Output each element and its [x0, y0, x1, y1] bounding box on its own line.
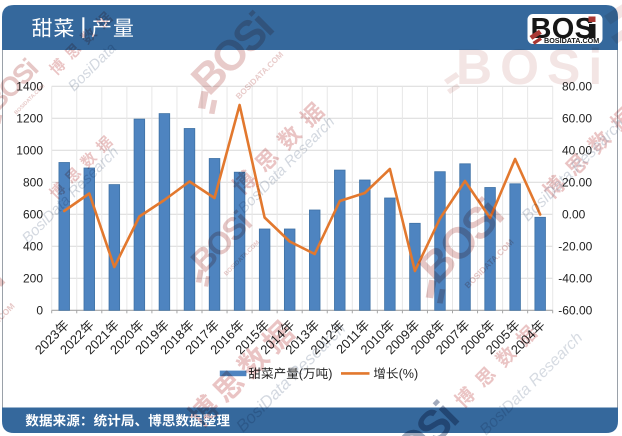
- svg-text:(%): (%): [399, 367, 419, 381]
- svg-text:BOSIDATA.COM: BOSIDATA.COM: [544, 36, 599, 45]
- svg-text:0: 0: [36, 304, 43, 318]
- svg-text:-60.00: -60.00: [558, 304, 592, 318]
- svg-text:): ): [328, 367, 332, 381]
- svg-text:1400: 1400: [16, 80, 43, 94]
- svg-text:1200: 1200: [16, 112, 43, 126]
- svg-text:40.00: 40.00: [562, 144, 592, 158]
- svg-text:1000: 1000: [16, 144, 43, 158]
- svg-text:20.00: 20.00: [562, 176, 592, 190]
- svg-text:-20.00: -20.00: [558, 240, 592, 254]
- svg-text:80.00: 80.00: [562, 80, 592, 94]
- svg-text:600: 600: [23, 208, 43, 222]
- svg-text:-40.00: -40.00: [558, 272, 592, 286]
- svg-text:200: 200: [23, 272, 43, 286]
- svg-text:0.00: 0.00: [562, 208, 586, 222]
- svg-text:800: 800: [23, 176, 43, 190]
- svg-text:60.00: 60.00: [562, 112, 592, 126]
- svg-text:400: 400: [23, 240, 43, 254]
- svg-text:BOSi: BOSi: [456, 39, 610, 95]
- svg-text:(: (: [299, 367, 304, 381]
